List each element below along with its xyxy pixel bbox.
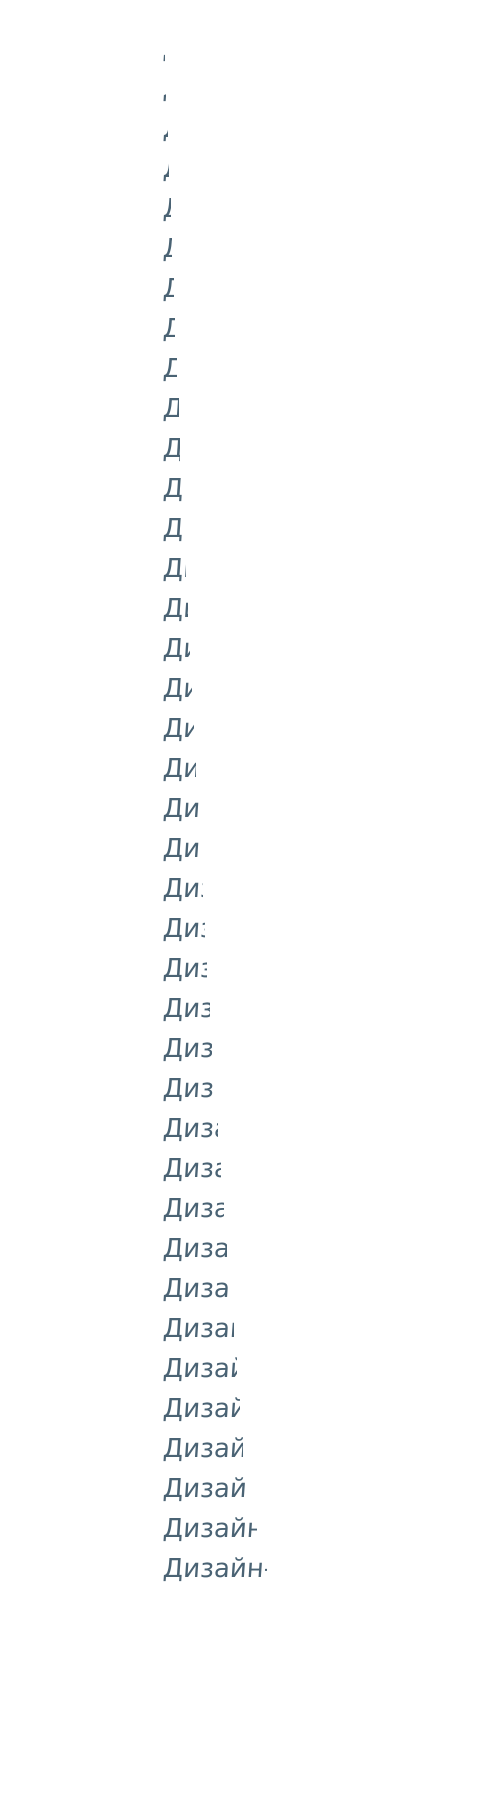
word-frame: Дизайн- [163, 310, 175, 348]
word-text: Дизайн- [163, 634, 190, 664]
word-text: Дизайн- [163, 1554, 267, 1584]
word-text: Дизайн- [163, 674, 192, 704]
word-frame: Дизайн- [163, 150, 169, 188]
word-frame: Дизайн- [163, 670, 192, 708]
word-text: Дизайн- [163, 754, 196, 784]
word-frame: Дизайн- [163, 1430, 243, 1468]
word-frame: Дизайн- [163, 1030, 212, 1068]
word-text: Дизайн- [163, 1394, 240, 1424]
word-text: Дизайн- [163, 1154, 221, 1184]
word-frame: Дизайн- [163, 750, 196, 788]
word-text: Дизайн- [163, 1114, 218, 1144]
word-frame: Дизайн- [163, 1310, 234, 1348]
word-frame: Дизайн- [163, 230, 172, 268]
word-frame: Дизайн- [163, 1190, 224, 1228]
word-text: Дизайн- [163, 114, 168, 144]
word-text: Дизайн- [163, 874, 203, 904]
word-frame: Дизайн- [163, 1110, 218, 1148]
word-text: Дизайн- [163, 1194, 224, 1224]
word-frame: Дизайн- [163, 470, 182, 508]
word-frame: Дизайн- [163, 870, 203, 908]
word-text: Дизайн- [163, 74, 166, 104]
word-frame: Дизайн- [163, 1230, 227, 1268]
word-frame: Дизайн- [163, 30, 165, 68]
word-frame: Дизайн- [163, 1470, 246, 1508]
word-text: Дизайн- [163, 1434, 243, 1464]
word-text: Дизайн- [163, 914, 205, 944]
word-text: Дизайн- [163, 994, 210, 1024]
word-frame: Дизайн- [163, 550, 186, 588]
word-text: Дизайн- [163, 154, 169, 184]
word-text: Дизайн- [163, 514, 184, 544]
word-text: Дизайн- [163, 1034, 212, 1064]
word-frame: Дизайн- [163, 710, 194, 748]
word-text: Дизайн- [163, 1274, 231, 1304]
word-frame: Дизайн- [163, 1350, 237, 1388]
word-frame: Дизайн- [163, 510, 184, 548]
word-frame: Дизайн- [163, 1550, 267, 1588]
word-text: Дизайн- [163, 274, 174, 304]
word-text: Дизайн- [163, 1514, 257, 1544]
word-frame: Дизайн- [163, 70, 166, 108]
word-frame: Дизайн- [163, 390, 179, 428]
word-text: Дизайн- [163, 594, 188, 624]
word-text: Дизайн- [163, 714, 194, 744]
word-text: Дизайн- [163, 394, 179, 424]
word-text: Дизайн- [163, 194, 171, 224]
word-text: Дизайн- [163, 1074, 215, 1104]
word-frame: Дизайн- [163, 590, 188, 628]
word-frame: Дизайн- [163, 990, 210, 1028]
word-text: Дизайн- [163, 1354, 237, 1384]
word-text: Дизайн- [163, 34, 165, 64]
word-text: Дизайн- [163, 1234, 227, 1264]
word-frame: Дизайн- [163, 1270, 231, 1308]
word-frame: Дизайн- [163, 830, 201, 868]
word-text: Дизайн- [163, 794, 199, 824]
word-frame: Дизайн- [163, 910, 205, 948]
word-frame: Дизайн- [163, 110, 168, 148]
word-frame: Дизайн- [163, 190, 171, 228]
word-text: Дизайн- [163, 1474, 246, 1504]
word-text: Дизайн- [163, 554, 186, 584]
word-frame: Дизайн- [163, 350, 177, 388]
word-frame: Дизайн- [163, 1510, 257, 1548]
word-text: Дизайн- [163, 834, 201, 864]
word-frame: Дизайн- [163, 270, 174, 308]
word-text: Дизайн- [163, 314, 175, 344]
word-text: Дизайн- [163, 434, 180, 464]
word-frame: Дизайн- [163, 790, 199, 828]
word-text: Дизайн- [163, 474, 182, 504]
word-text: Дизайн- [163, 954, 207, 984]
word-frame: Дизайн- [163, 1070, 215, 1108]
word-text: Дизайн- [163, 1314, 234, 1344]
word-frame: Дизайн- [163, 950, 207, 988]
word-frame: Дизайн- [163, 1390, 240, 1428]
word-text: Дизайн- [163, 354, 177, 384]
word-frame: Дизайн- [163, 630, 190, 668]
word-frame: Дизайн- [163, 430, 180, 468]
word-text: Дизайн- [163, 234, 172, 264]
word-frame: Дизайн- [163, 1150, 221, 1188]
